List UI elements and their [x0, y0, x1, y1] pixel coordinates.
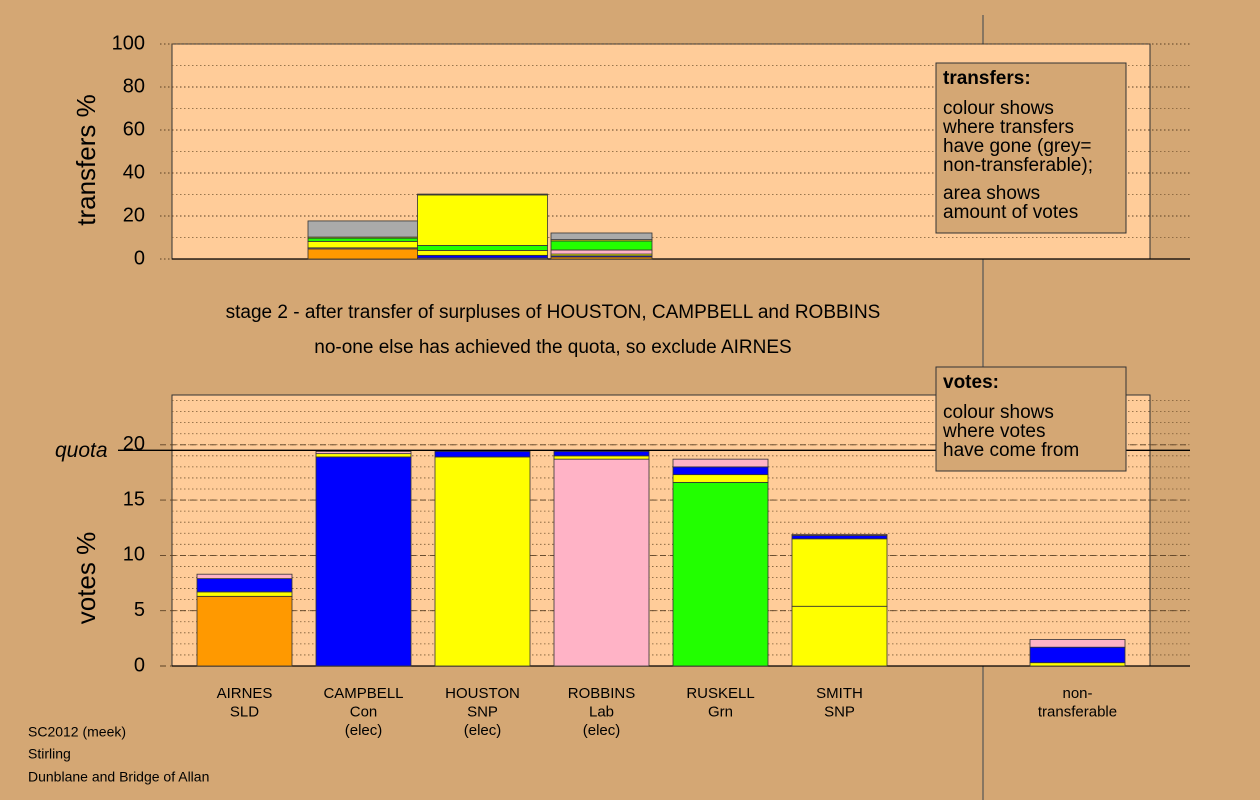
bar-segment: [417, 245, 548, 251]
y-tick-label: 15: [123, 488, 145, 510]
category-label: SLD: [230, 703, 259, 720]
bar-segment: [307, 220, 420, 238]
legend-text: area shows: [943, 183, 1040, 204]
bar-segment: [196, 578, 293, 593]
y-tick-label: 10: [123, 544, 145, 566]
bar-segment: [553, 451, 650, 457]
legend-text: non-transferable);: [943, 155, 1093, 176]
category-label: RUSKELL: [686, 685, 754, 702]
y-tick-label: 20: [123, 204, 145, 226]
category-label: SNP: [824, 703, 855, 720]
bar-segment: [307, 248, 420, 260]
bar-segment: [315, 453, 412, 458]
legend-text: have gone (grey=: [943, 136, 1091, 157]
legend-text: amount of votes: [943, 202, 1078, 223]
bar-segment: [417, 194, 548, 246]
category-label: SNP: [467, 703, 498, 720]
y-tick-label: 5: [134, 599, 145, 621]
bar-segment: [791, 538, 888, 607]
legend-text: colour shows: [943, 98, 1054, 119]
bar-segment: [791, 605, 888, 667]
bar-segment: [196, 573, 293, 580]
category-label: Lab: [589, 703, 614, 720]
category-label: SMITH: [816, 685, 863, 702]
quota-label: quota: [55, 439, 108, 462]
y-tick-label: 80: [123, 75, 145, 97]
footer-line: SC2012 (meek): [28, 724, 126, 740]
category-label: ROBBINS: [568, 685, 636, 702]
y-tick-label: 60: [123, 118, 145, 140]
legend-text: have come from: [943, 440, 1079, 461]
y-tick-label: 0: [134, 654, 145, 676]
stage-subtitle: no-one else has achieved the quota, so e…: [314, 337, 791, 358]
category-label: (elec): [464, 722, 502, 739]
footer-line: Dunblane and Bridge of Allan: [28, 769, 209, 785]
bar-segment: [307, 240, 420, 249]
category-label: (elec): [345, 722, 383, 739]
y-tick-label: 0: [134, 247, 145, 269]
bar-segment: [417, 249, 548, 256]
bar-segment: [553, 455, 650, 460]
y-tick-label: 100: [112, 32, 145, 54]
y-axis-label: votes %: [71, 532, 101, 625]
y-tick-label: 20: [123, 433, 145, 455]
bar-segment: [1029, 639, 1126, 648]
footer-line: Stirling: [28, 746, 71, 762]
bar-segment: [550, 240, 653, 251]
legend-title: votes:: [943, 372, 999, 393]
legend-box: [935, 62, 1127, 234]
bar-segment: [1029, 662, 1126, 667]
legend-text: where votes: [942, 421, 1045, 442]
bar-segment: [315, 451, 412, 455]
bar-segment: [196, 591, 293, 597]
y-axis-label: transfers %: [71, 94, 101, 226]
bar-segment: [791, 533, 888, 536]
bar-segment: [672, 474, 769, 483]
bar-segment: [417, 193, 548, 196]
bar-segment: [672, 481, 769, 667]
bar-segment: [315, 456, 412, 667]
category-label: Grn: [708, 703, 733, 720]
bar-segment: [672, 466, 769, 476]
legend-title: transfers:: [943, 68, 1031, 89]
category-label: Con: [350, 703, 378, 720]
legend-box: [935, 366, 1127, 472]
bar-segment: [196, 595, 293, 667]
legend-text: colour shows: [943, 402, 1054, 423]
category-label: CAMPBELL: [323, 685, 403, 702]
bar-segment: [434, 456, 531, 667]
bar-segment: [672, 458, 769, 468]
category-label: transferable: [1038, 703, 1117, 720]
category-label: non-: [1062, 685, 1092, 702]
bar-segment: [434, 451, 531, 458]
bar-segment: [1029, 646, 1126, 664]
bar-segment: [791, 535, 888, 540]
bar-segment: [553, 458, 650, 667]
category-label: (elec): [583, 722, 621, 739]
legend-text: where transfers: [942, 117, 1074, 138]
bar-segment: [307, 237, 420, 242]
category-label: AIRNES: [217, 685, 273, 702]
stage-title: stage 2 - after transfer of surpluses of…: [226, 302, 881, 323]
bar-segment: [550, 249, 653, 255]
category-label: HOUSTON: [445, 685, 520, 702]
bar-segment: [550, 232, 653, 241]
y-tick-label: 40: [123, 161, 145, 183]
